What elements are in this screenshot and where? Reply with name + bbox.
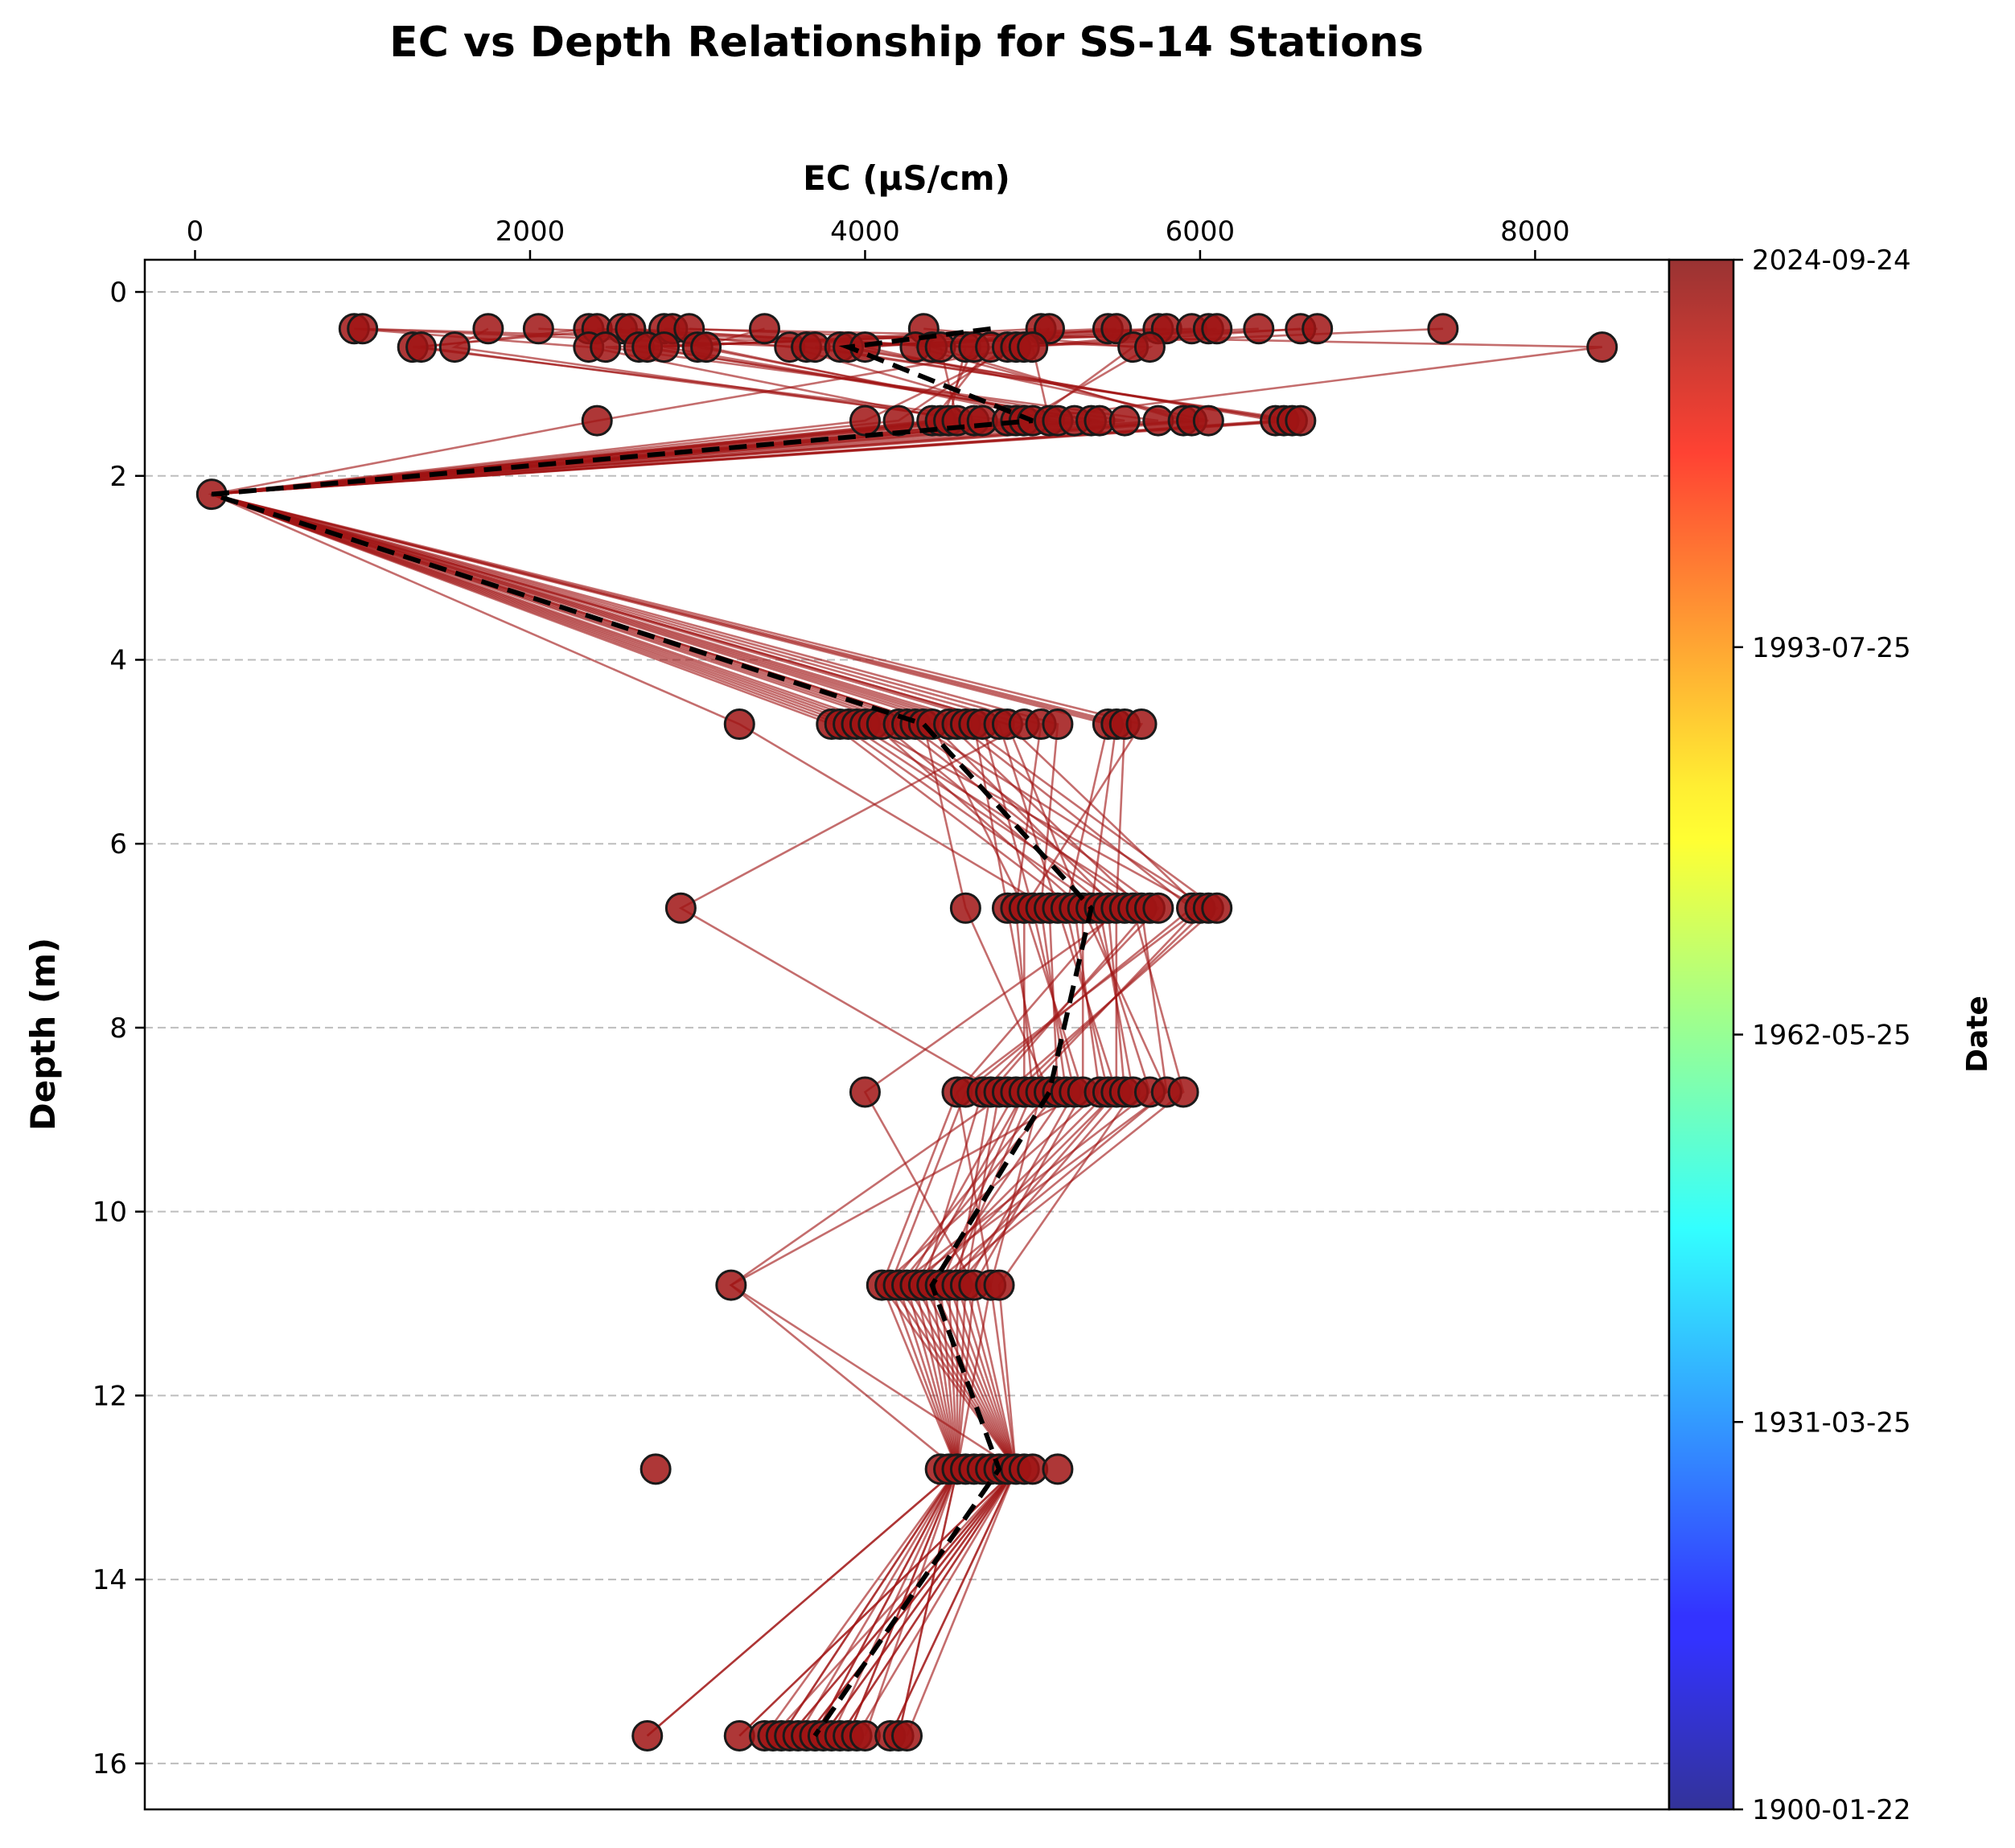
colorbar-label: Date [1961,996,1994,1073]
x-tick-label: 4000 [830,216,900,248]
data-point [648,331,681,363]
profile-line [211,327,1219,1737]
data-point [664,892,697,924]
data-point [1017,331,1049,363]
data-point [1427,313,1459,345]
data-point [347,313,379,345]
profile-line [211,327,1443,1736]
x-tick-label: 2000 [496,216,565,248]
y-axis-label: Depth (m) [23,938,63,1131]
profile-line [211,327,1137,1737]
data-point [1042,708,1074,741]
data-point [1302,313,1334,345]
colorbar-tick-label: 1993-07-25 [1752,632,1911,664]
data-point [1142,892,1174,924]
data-series [195,313,1618,1752]
data-point [438,331,471,363]
y-tick-label: 16 [93,1748,127,1780]
data-point [715,1269,747,1301]
data-point [748,313,780,345]
data-point [1125,708,1158,741]
x-axis-label: EC (µS/cm) [803,158,1010,198]
colorbar-tick-label: 1962-05-25 [1752,1020,1911,1052]
data-point [1201,892,1233,924]
colorbar-ticks: 1900-01-22 1931-03-25 1962-05-25 1993-07-25… [1733,244,1911,1826]
data-point [1586,331,1618,363]
data-point [1167,1076,1199,1108]
x-tick-label: 6000 [1166,216,1236,248]
data-point [522,313,554,345]
profile-line [211,327,1302,1737]
y-tick-label: 4 [109,644,127,676]
colorbar-tick-label: 2024-09-24 [1752,244,1911,277]
x-tick-label: 8000 [1500,216,1570,248]
data-point [639,1453,672,1485]
data-point [1108,405,1141,437]
profile-line [211,327,1109,1737]
profile-line [211,327,1602,1737]
data-point [1042,1453,1074,1485]
y-tick-label: 8 [109,1012,127,1045]
y-axis-ticks: 0 2 4 6 8 10 12 14 16 [93,277,145,1780]
y-tick-label: 6 [109,828,127,860]
y-tick-label: 12 [93,1380,127,1412]
grid-lines [145,291,1669,1764]
data-point [1285,405,1317,437]
colorbar-tick-label: 1931-03-25 [1752,1407,1911,1439]
data-point [1201,313,1233,345]
profile-line [211,327,1084,1737]
data-point [849,1076,881,1108]
data-point [581,405,613,437]
data-point [1133,331,1166,363]
colorbar: 1900-01-22 1931-03-25 1962-05-25 1993-07-25… [1668,244,1994,1826]
y-tick-label: 10 [93,1197,127,1229]
mean-profile [211,326,1094,1738]
colorbar-tick-label: 1900-01-22 [1752,1794,1911,1826]
data-point [1243,313,1275,345]
profile-line [211,327,1301,1737]
profile-line [211,327,1192,1737]
profile-line [211,327,1285,1737]
y-tick-label: 2 [109,461,127,493]
colorbar-gradient [1669,260,1733,1809]
data-point [983,1269,1015,1301]
data-point [631,1720,664,1752]
data-point [590,331,622,363]
profile-line [211,327,1118,1737]
data-point [405,331,438,363]
x-axis-ticks: 0 2000 4000 6000 8000 [187,216,1570,260]
data-point [1192,405,1224,437]
data-point [882,405,915,437]
chart-title: EC vs Depth Relationship for SS-14 Stati… [389,18,1424,67]
y-tick-label: 0 [109,277,127,309]
data-point [723,708,755,741]
profile-line [211,327,1168,1737]
data-point [690,331,722,363]
data-point [949,892,981,924]
y-tick-label: 14 [93,1564,127,1596]
data-point [891,1720,923,1752]
mean-profile-line [211,326,1094,1738]
x-tick-label: 0 [187,216,204,248]
data-point [849,405,881,437]
profile-line [211,327,1051,1737]
data-point [472,313,504,345]
